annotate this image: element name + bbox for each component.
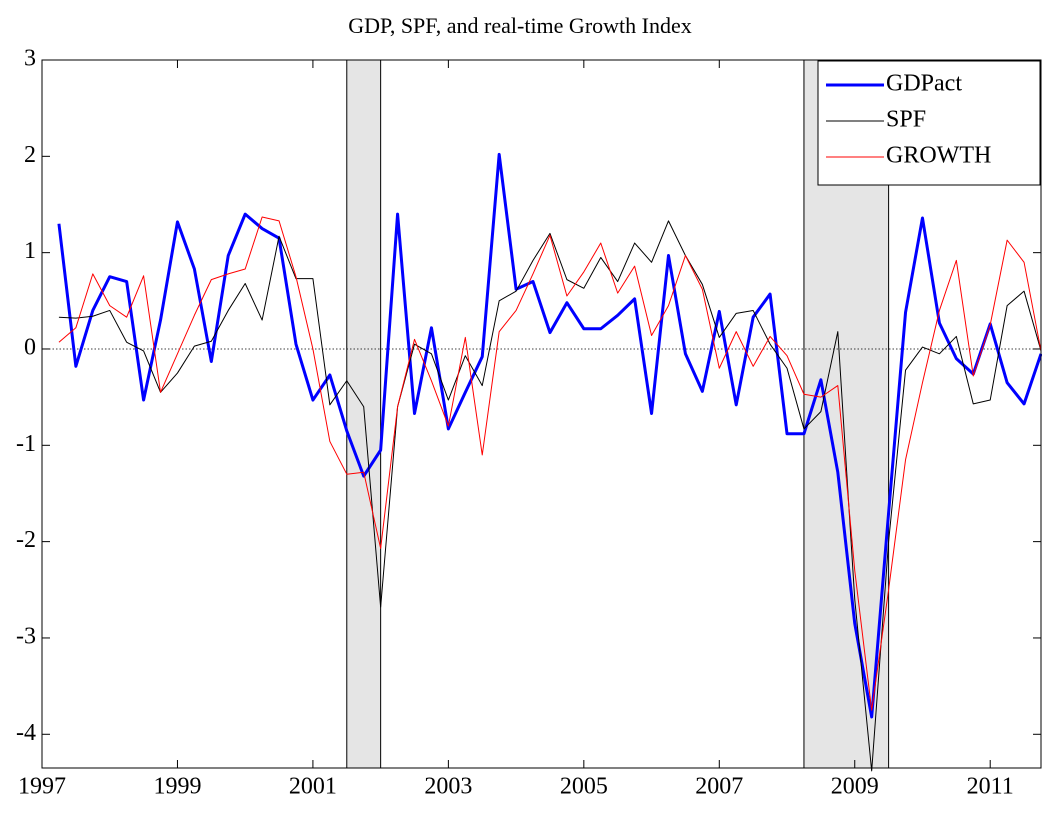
y-tick-label: 2	[24, 142, 36, 168]
y-tick-label: -1	[16, 431, 36, 457]
x-tick-label: 1997	[18, 774, 66, 800]
legend-label: GROWTH	[886, 143, 991, 169]
x-tick-label: 2011	[967, 774, 1014, 800]
legend-box	[817, 60, 1041, 186]
x-tick-label: 2009	[831, 774, 879, 800]
legend-label: SPF	[886, 107, 926, 133]
plot-frame	[41, 59, 1042, 769]
legend-label: GDPact	[886, 71, 962, 97]
y-tick-label: 0	[24, 334, 36, 360]
series-line	[57, 152, 1042, 719]
y-tick-label: 1	[24, 238, 36, 264]
x-tick-label: 1999	[153, 774, 201, 800]
y-tick-label: -2	[16, 527, 36, 553]
y-tick-label: -3	[16, 623, 36, 649]
x-tick-label: 2007	[695, 774, 743, 800]
y-tick-label: 3	[24, 46, 36, 72]
recession-band	[346, 59, 382, 769]
chart-title: GDP, SPF, and real-time Growth Index	[348, 13, 691, 38]
y-tick-label: -4	[16, 720, 36, 746]
x-tick-label: 2005	[560, 774, 608, 800]
series-line	[58, 220, 1042, 772]
x-tick-label: 2003	[424, 774, 472, 800]
x-tick-label: 2001	[289, 774, 337, 800]
series-line	[58, 216, 1042, 711]
